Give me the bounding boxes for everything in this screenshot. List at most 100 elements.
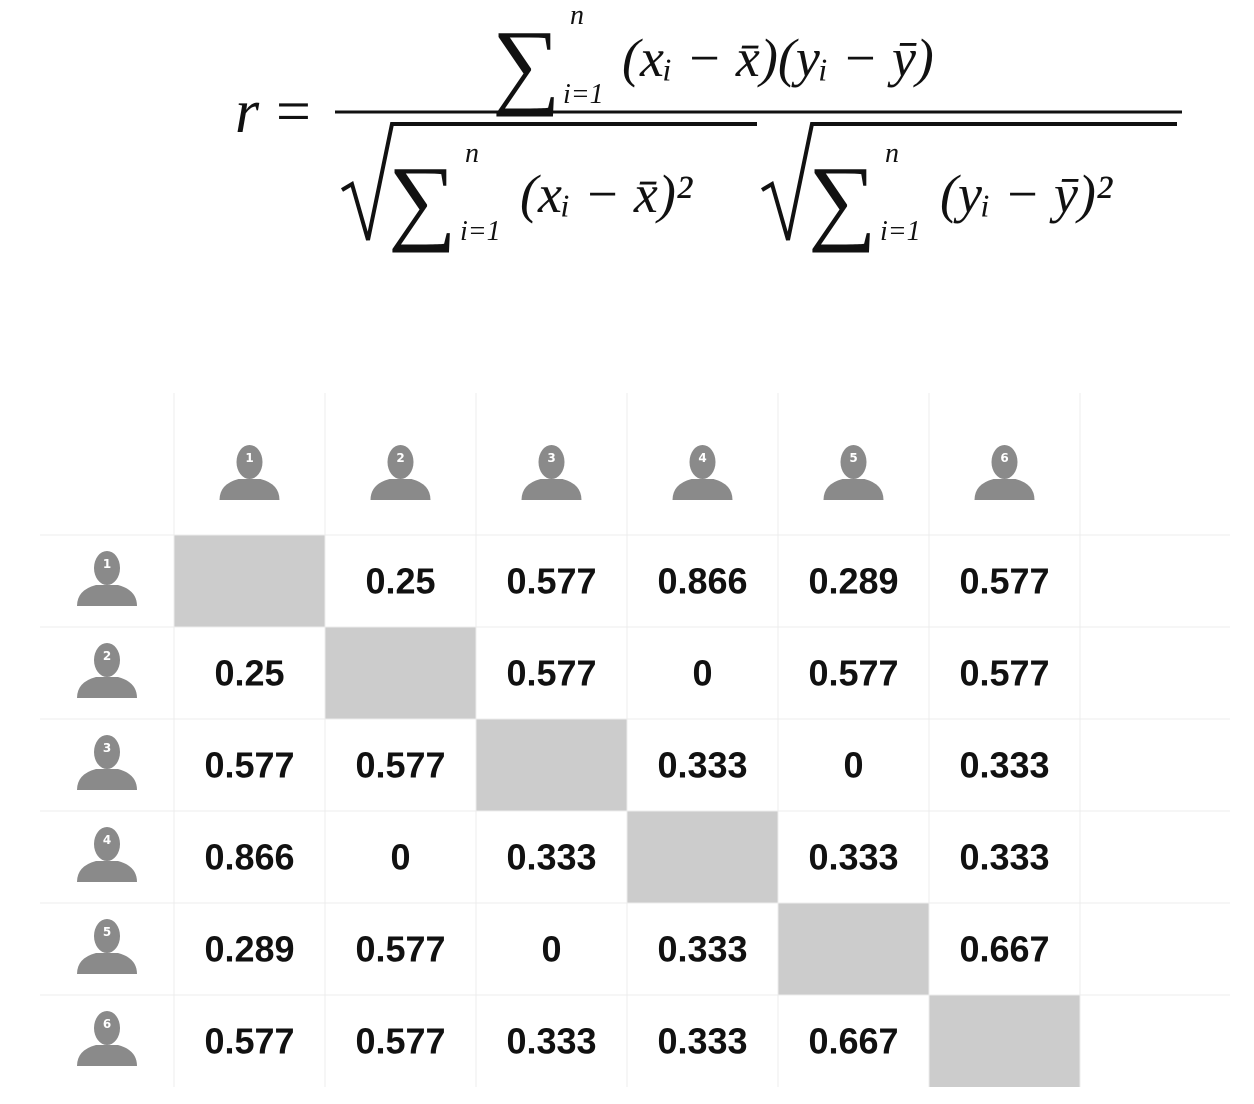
table: 1 2 3 4 5 6 1 2 3 4 5 6 0.25 0.577 0.866 0.289 0.577 0.25… bbox=[40, 393, 1230, 1087]
cell-value: 0.667 bbox=[808, 1021, 898, 1062]
formula-lhs: r bbox=[235, 78, 260, 146]
person-number: 6 bbox=[1000, 451, 1008, 465]
person-number: 5 bbox=[103, 925, 111, 939]
person-body bbox=[77, 861, 137, 882]
person-body bbox=[521, 479, 582, 500]
sum-lower: i=1 bbox=[880, 216, 921, 247]
person-icon: 3 bbox=[77, 735, 137, 790]
empty-cell bbox=[778, 903, 929, 995]
cell-value: 0.577 bbox=[204, 745, 294, 786]
cell-value: 0.25 bbox=[214, 653, 284, 694]
person-number: 6 bbox=[103, 1017, 111, 1031]
cell-value: 0.289 bbox=[808, 561, 898, 602]
sum-sign: ∑ bbox=[808, 146, 876, 253]
sqrt-sign bbox=[340, 122, 757, 241]
person-icon: 2 bbox=[77, 643, 137, 698]
person-icon: 3 bbox=[521, 445, 582, 500]
person-body bbox=[219, 479, 280, 500]
sum-upper: n bbox=[570, 0, 584, 31]
cell-value: 0.333 bbox=[506, 1021, 596, 1062]
person-head bbox=[94, 643, 120, 677]
formula-equals: = bbox=[272, 78, 314, 146]
cell-value: 0.333 bbox=[657, 1021, 747, 1062]
sum-sign: ∑ bbox=[492, 10, 560, 117]
cell-value: 0.577 bbox=[959, 561, 1049, 602]
denominator-term: (yᵢ − ȳ)² bbox=[940, 164, 1113, 224]
sum-upper: n bbox=[885, 138, 899, 169]
cell-value: 0.866 bbox=[657, 561, 747, 602]
cell-value: 0.577 bbox=[355, 745, 445, 786]
cell-value: 0.333 bbox=[657, 745, 747, 786]
person-body bbox=[77, 953, 137, 974]
person-head bbox=[94, 1011, 120, 1045]
sqrt-sign bbox=[760, 122, 1177, 241]
numerator-term: (xᵢ − x̄)(yᵢ − ȳ) bbox=[622, 28, 934, 88]
person-number: 4 bbox=[103, 833, 111, 847]
person-head bbox=[94, 827, 120, 861]
person-body bbox=[974, 479, 1035, 500]
person-body bbox=[823, 479, 884, 500]
person-icon: 4 bbox=[77, 827, 137, 882]
person-icon: 2 bbox=[370, 445, 431, 500]
cell-value: 0.333 bbox=[657, 929, 747, 970]
cell-value: 0 bbox=[843, 745, 863, 786]
person-icon: 4 bbox=[672, 445, 733, 500]
person-head bbox=[387, 445, 414, 479]
formula: r = ∑ n i=1 (xᵢ − x̄)(yᵢ − ȳ) ∑ n i=1 (x… bbox=[235, 0, 1182, 253]
person-icon: 6 bbox=[974, 445, 1035, 500]
person-head bbox=[689, 445, 716, 479]
cell-value: 0 bbox=[541, 929, 561, 970]
cell-value: 0.667 bbox=[959, 929, 1049, 970]
person-body bbox=[77, 677, 137, 698]
empty-cell bbox=[929, 995, 1080, 1087]
empty-cell bbox=[627, 811, 778, 903]
empty-cell bbox=[325, 627, 476, 719]
empty-cell bbox=[174, 535, 325, 627]
sum-upper: n bbox=[465, 138, 479, 169]
person-head bbox=[236, 445, 263, 479]
cell-value: 0.866 bbox=[204, 837, 294, 878]
cell-value: 0.577 bbox=[506, 561, 596, 602]
person-head bbox=[94, 551, 120, 585]
cell-value: 0.333 bbox=[808, 837, 898, 878]
person-number: 1 bbox=[103, 557, 111, 571]
cell-value: 0.25 bbox=[365, 561, 435, 602]
cell-value: 0.577 bbox=[959, 653, 1049, 694]
cell-value: 0.577 bbox=[355, 1021, 445, 1062]
person-icon: 6 bbox=[77, 1011, 137, 1066]
cell-value: 0 bbox=[390, 837, 410, 878]
denominator-term: (xᵢ − x̄)² bbox=[520, 164, 693, 224]
cell-value: 0.577 bbox=[355, 929, 445, 970]
person-body bbox=[77, 585, 137, 606]
sum-lower: i=1 bbox=[460, 216, 501, 247]
person-head bbox=[94, 919, 120, 953]
person-icon: 5 bbox=[823, 445, 884, 500]
person-body bbox=[370, 479, 431, 500]
person-number: 3 bbox=[103, 741, 111, 755]
person-number: 3 bbox=[547, 451, 555, 465]
person-icon: 5 bbox=[77, 919, 137, 974]
cell-value: 0.577 bbox=[506, 653, 596, 694]
person-icon: 1 bbox=[219, 445, 280, 500]
cell-value: 0.577 bbox=[808, 653, 898, 694]
person-number: 2 bbox=[103, 649, 111, 663]
person-number: 2 bbox=[396, 451, 404, 465]
person-body bbox=[672, 479, 733, 500]
sum-lower: i=1 bbox=[563, 79, 604, 110]
empty-cell bbox=[476, 719, 627, 811]
person-body bbox=[77, 1045, 137, 1066]
person-head bbox=[538, 445, 565, 479]
cell-value: 0.333 bbox=[506, 837, 596, 878]
cell-value: 0 bbox=[692, 653, 712, 694]
person-body bbox=[77, 769, 137, 790]
person-number: 5 bbox=[849, 451, 857, 465]
person-icon: 1 bbox=[77, 551, 137, 606]
cell-value: 0.333 bbox=[959, 745, 1049, 786]
person-head bbox=[991, 445, 1018, 479]
sum-sign: ∑ bbox=[388, 146, 456, 253]
person-number: 4 bbox=[698, 451, 706, 465]
cell-value: 0.577 bbox=[204, 1021, 294, 1062]
person-head bbox=[94, 735, 120, 769]
person-number: 1 bbox=[245, 451, 253, 465]
